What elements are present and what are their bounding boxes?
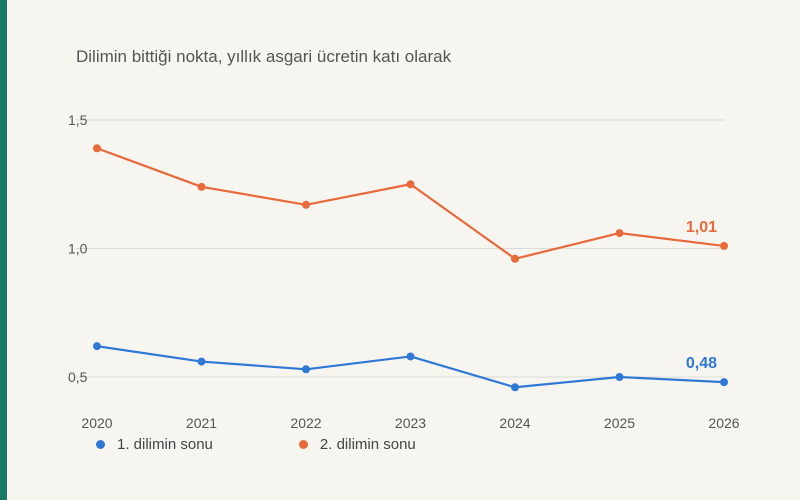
x-tick-label: 2020: [81, 415, 112, 431]
data-label: 0,48: [686, 355, 717, 372]
x-tick-label: 2021: [186, 415, 217, 431]
data-point: [720, 378, 728, 387]
gridlines: [76, 119, 724, 378]
y-tick-label: 0,5: [68, 369, 88, 385]
legend-item-series-1: 1. dilimin sonu: [96, 436, 213, 453]
data-point: [406, 352, 415, 361]
data-point: [302, 365, 310, 374]
x-tick-label: 2023: [395, 415, 426, 431]
series-2: 1,01: [93, 144, 728, 263]
series-1: 0,48: [93, 342, 728, 392]
data-point: [302, 200, 310, 209]
y-tick-label: 1,0: [68, 241, 88, 257]
data-point: [93, 144, 101, 153]
legend-label-series-2: 2. dilimin sonu: [319, 436, 416, 453]
data-point: [93, 342, 101, 351]
data-point: [406, 180, 415, 189]
data-label: 1,01: [686, 219, 717, 236]
data-point: [197, 357, 206, 366]
chart-title: Dilimin bittiği nokta, yıllık asgari ücr…: [76, 47, 452, 66]
legend-swatch-series-1: [96, 440, 105, 449]
legend-swatch-series-2: [298, 440, 308, 449]
y-axis-ticks: 1,5 1,0 0,5: [68, 112, 88, 385]
series-line: [96, 147, 725, 260]
data-point: [511, 254, 519, 263]
x-tick-label: 2024: [499, 415, 530, 431]
data-point: [720, 241, 728, 250]
x-axis-ticks: 2020 2021 2022 2023 2024 2025 2026: [81, 415, 739, 431]
data-point: [615, 373, 624, 381]
legend-item-series-2: 2. dilimin sonu: [298, 436, 416, 453]
legend: 1. dilimin sonu 2. dilimin sonu: [96, 436, 502, 453]
data-point: [511, 383, 519, 392]
data-point: [615, 229, 624, 238]
series-lines: 0,48 1,01: [93, 144, 728, 392]
x-tick-label: 2026: [708, 415, 739, 431]
x-tick-label: 2025: [604, 415, 635, 431]
y-tick-label: 1,5: [68, 112, 88, 128]
legend-label-series-1: 1. dilimin sonu: [117, 436, 213, 453]
series-line: [96, 345, 725, 389]
data-point: [197, 182, 206, 191]
x-tick-label: 2022: [290, 415, 321, 431]
accent-bar: [0, 0, 7, 500]
